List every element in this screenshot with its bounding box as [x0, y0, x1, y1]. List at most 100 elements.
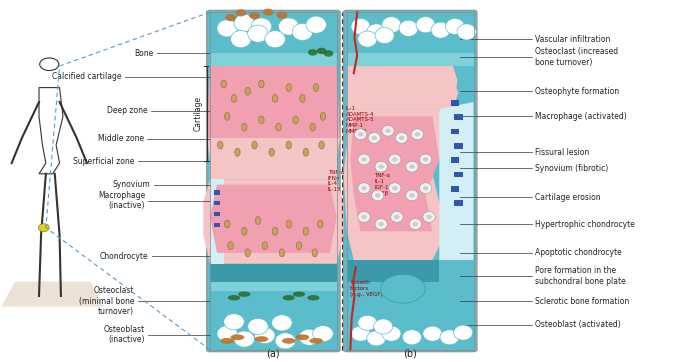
Bar: [214, 190, 220, 195]
Ellipse shape: [217, 325, 238, 342]
Ellipse shape: [313, 84, 319, 92]
Ellipse shape: [406, 190, 418, 201]
Ellipse shape: [238, 291, 251, 297]
Ellipse shape: [385, 129, 391, 133]
Ellipse shape: [409, 193, 415, 198]
Ellipse shape: [218, 141, 223, 149]
Ellipse shape: [234, 14, 255, 31]
Ellipse shape: [420, 154, 431, 165]
Text: (b): (b): [403, 349, 417, 359]
Ellipse shape: [313, 325, 333, 342]
Ellipse shape: [375, 219, 387, 230]
Ellipse shape: [38, 224, 49, 232]
Ellipse shape: [372, 190, 384, 201]
Ellipse shape: [308, 49, 317, 56]
Ellipse shape: [228, 295, 240, 300]
Polygon shape: [347, 66, 460, 109]
Ellipse shape: [389, 183, 401, 194]
Ellipse shape: [272, 227, 278, 235]
Text: Superficial zone: Superficial zone: [74, 157, 135, 166]
Ellipse shape: [255, 336, 268, 342]
Ellipse shape: [231, 30, 251, 48]
Ellipse shape: [248, 25, 268, 42]
Ellipse shape: [236, 9, 247, 17]
Text: Osteophyte formation: Osteophyte formation: [535, 87, 619, 96]
Polygon shape: [344, 109, 446, 260]
Ellipse shape: [415, 132, 420, 136]
Text: TNF-α
IL-1
IGF-1
TGFβ: TNF-α IL-1 IGF-1 TGFβ: [374, 173, 390, 196]
Ellipse shape: [286, 141, 291, 149]
Ellipse shape: [372, 136, 377, 140]
Ellipse shape: [375, 193, 381, 198]
Ellipse shape: [306, 16, 326, 33]
Ellipse shape: [409, 164, 415, 169]
Ellipse shape: [269, 148, 274, 156]
Ellipse shape: [299, 329, 319, 345]
Ellipse shape: [413, 222, 418, 226]
Text: Macrophage (activated): Macrophage (activated): [535, 112, 627, 121]
Polygon shape: [439, 102, 473, 260]
Text: Fissural lesion: Fissural lesion: [535, 148, 589, 157]
Ellipse shape: [255, 327, 275, 344]
Bar: [454, 201, 462, 206]
Ellipse shape: [420, 183, 431, 194]
Ellipse shape: [259, 116, 264, 124]
Ellipse shape: [399, 136, 405, 140]
Ellipse shape: [351, 326, 370, 341]
Polygon shape: [207, 66, 340, 138]
Ellipse shape: [358, 315, 377, 331]
Polygon shape: [210, 161, 337, 179]
Polygon shape: [210, 185, 337, 253]
Ellipse shape: [293, 291, 305, 297]
Ellipse shape: [320, 112, 326, 120]
Ellipse shape: [427, 215, 431, 219]
Ellipse shape: [221, 338, 234, 344]
Ellipse shape: [217, 20, 238, 37]
Ellipse shape: [351, 18, 370, 35]
Bar: [454, 172, 462, 177]
Bar: [214, 212, 220, 216]
Text: IL-1
ADAMTS-4
ADAMTS-5
MMP-1
MMP-13: IL-1 ADAMTS-4 ADAMTS-5 MMP-1 MMP-13: [346, 106, 374, 134]
Ellipse shape: [295, 334, 309, 340]
Ellipse shape: [235, 148, 240, 156]
Ellipse shape: [286, 220, 291, 228]
Ellipse shape: [303, 227, 308, 235]
Ellipse shape: [256, 216, 260, 224]
Ellipse shape: [382, 17, 401, 33]
Ellipse shape: [358, 183, 370, 194]
Polygon shape: [1, 282, 104, 307]
Ellipse shape: [276, 12, 287, 18]
Ellipse shape: [309, 338, 323, 344]
Ellipse shape: [225, 220, 230, 228]
Text: Synovium (fibrotic): Synovium (fibrotic): [535, 164, 608, 173]
Ellipse shape: [399, 20, 418, 37]
Text: Osteoclast
(minimal bone
turnover): Osteoclast (minimal bone turnover): [78, 286, 134, 316]
Text: TNF-α
IFNγ
IL-4
IL-13: TNF-α IFNγ IL-4 IL-13: [328, 170, 344, 192]
Ellipse shape: [403, 330, 422, 345]
Bar: [451, 157, 459, 163]
FancyBboxPatch shape: [207, 10, 340, 352]
Ellipse shape: [412, 129, 424, 140]
Text: Pore formation in the
subchondral bone plate: Pore formation in the subchondral bone p…: [535, 266, 626, 286]
Polygon shape: [39, 88, 63, 174]
Ellipse shape: [275, 123, 281, 131]
Ellipse shape: [354, 129, 367, 140]
Polygon shape: [456, 66, 473, 102]
Ellipse shape: [453, 325, 473, 340]
Ellipse shape: [262, 9, 273, 16]
Ellipse shape: [242, 123, 247, 131]
Ellipse shape: [392, 157, 398, 161]
Ellipse shape: [228, 242, 234, 250]
Ellipse shape: [300, 94, 305, 102]
Polygon shape: [210, 179, 224, 264]
FancyBboxPatch shape: [344, 10, 477, 352]
Ellipse shape: [406, 161, 418, 172]
Polygon shape: [203, 179, 344, 264]
Ellipse shape: [423, 157, 428, 161]
Ellipse shape: [375, 28, 394, 43]
Ellipse shape: [358, 31, 377, 47]
Ellipse shape: [382, 326, 401, 341]
Ellipse shape: [319, 141, 324, 149]
Polygon shape: [347, 260, 439, 282]
Ellipse shape: [278, 18, 299, 35]
